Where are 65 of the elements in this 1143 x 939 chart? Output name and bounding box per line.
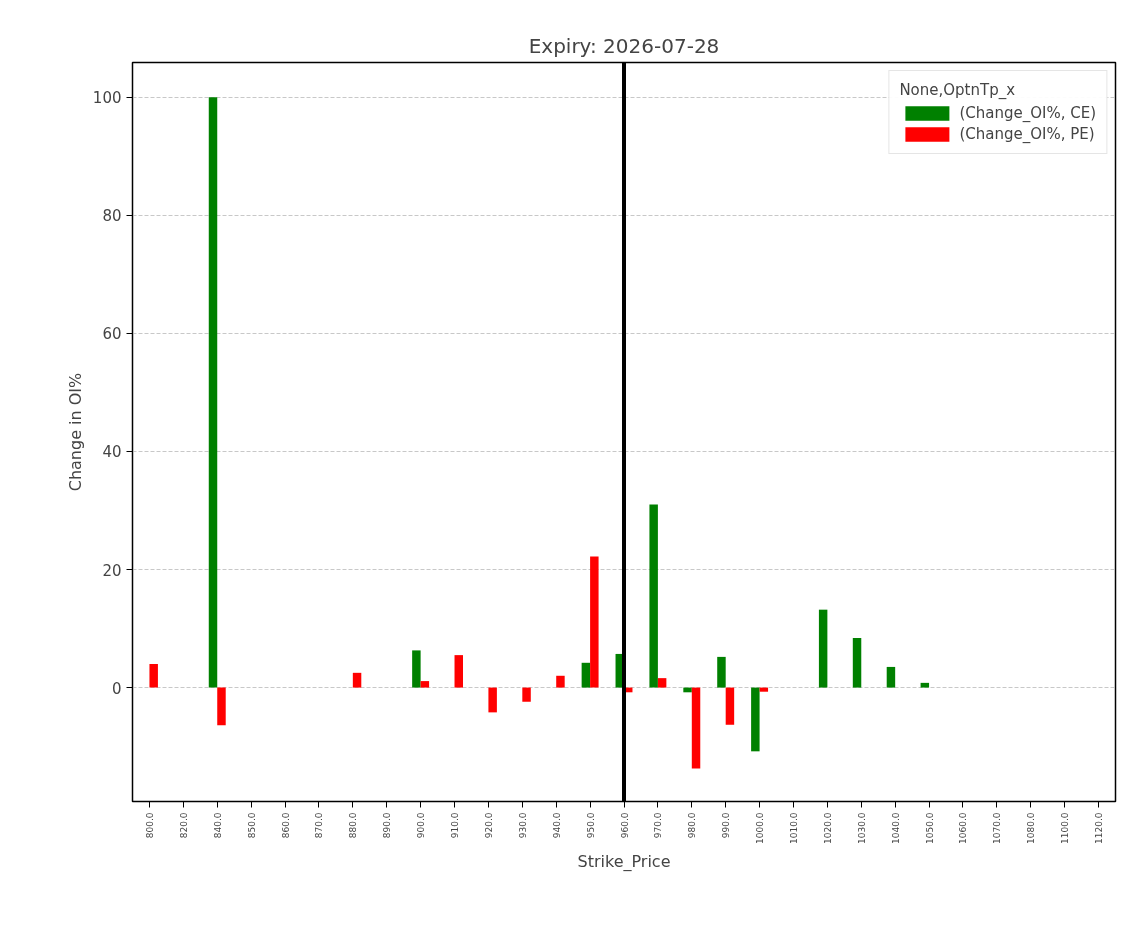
bar	[522, 687, 531, 702]
bar	[208, 97, 218, 688]
legend-label: (Change_OI%, CE)	[959, 104, 1096, 122]
x-tick-label: 1030.0	[856, 812, 867, 844]
legend-label: (Change_OI%, PE)	[959, 125, 1095, 143]
bar	[691, 687, 701, 769]
bar	[751, 687, 760, 752]
x-tick-label: 1070.0	[992, 812, 1003, 844]
x-tick-label: 860.0	[280, 812, 291, 839]
bar	[818, 609, 828, 688]
x-tick-label: 1000.0	[755, 812, 766, 844]
bar	[420, 681, 430, 688]
bar	[217, 687, 226, 726]
x-tick-label: 1010.0	[788, 812, 799, 844]
x-tick-label: 950.0	[585, 812, 596, 839]
x-tick-label: 940.0	[551, 812, 562, 839]
bar	[149, 663, 158, 688]
x-tick-label: 900.0	[416, 812, 427, 839]
bar	[556, 675, 565, 688]
bar	[454, 655, 463, 688]
bar	[920, 682, 930, 688]
x-tick-label: 960.0	[619, 812, 630, 839]
bar	[649, 504, 658, 688]
bar	[683, 687, 692, 693]
x-tick-label: 980.0	[687, 812, 698, 839]
x-tick-label: 910.0	[450, 812, 461, 839]
bar	[657, 678, 667, 688]
bar	[581, 662, 591, 688]
x-tick-label: 920.0	[483, 812, 494, 839]
bar	[717, 656, 726, 688]
x-tick-label: 840.0	[212, 812, 223, 839]
y-tick-label: 0	[111, 679, 122, 698]
y-tick-label: 60	[102, 325, 122, 344]
bar	[725, 687, 735, 725]
bar	[886, 666, 896, 688]
legend-title: None,OptnTp_x	[899, 81, 1017, 99]
x-tick-label: 880.0	[348, 812, 359, 839]
bar	[590, 556, 599, 688]
x-tick-label: 970.0	[653, 812, 664, 839]
x-tick-label: 820.0	[178, 812, 189, 839]
y-axis-title: Change in OI%	[65, 372, 85, 492]
x-tick-label: 890.0	[382, 812, 393, 839]
y-tick-label: 40	[102, 443, 122, 462]
x-tick-label: 870.0	[314, 812, 325, 839]
x-axis-title: Strike_Price	[577, 851, 671, 872]
y-tick-label: 20	[102, 561, 122, 580]
x-tick-label: 1050.0	[924, 812, 935, 844]
bar	[352, 672, 362, 688]
x-tick-label: 1120.0	[1094, 812, 1105, 844]
bar	[488, 687, 497, 713]
x-tick-label: 1060.0	[958, 812, 969, 844]
x-tick-label: 1020.0	[822, 812, 833, 844]
y-tick-label: 80	[102, 207, 122, 226]
bar	[852, 638, 862, 688]
x-tick-label: 850.0	[246, 812, 257, 839]
bar	[759, 687, 769, 692]
x-tick-label: 1080.0	[1026, 812, 1037, 844]
x-tick-label: 930.0	[517, 812, 528, 839]
y-tick-label: 100	[92, 89, 122, 108]
x-tick-label: 1100.0	[1060, 812, 1071, 844]
x-tick-label: 990.0	[721, 812, 732, 839]
x-tick-label: 1040.0	[890, 812, 901, 844]
x-tick-label: 800.0	[144, 812, 155, 839]
chart-title: Expiry: 2026-07-28	[528, 33, 720, 58]
bar	[412, 650, 421, 688]
